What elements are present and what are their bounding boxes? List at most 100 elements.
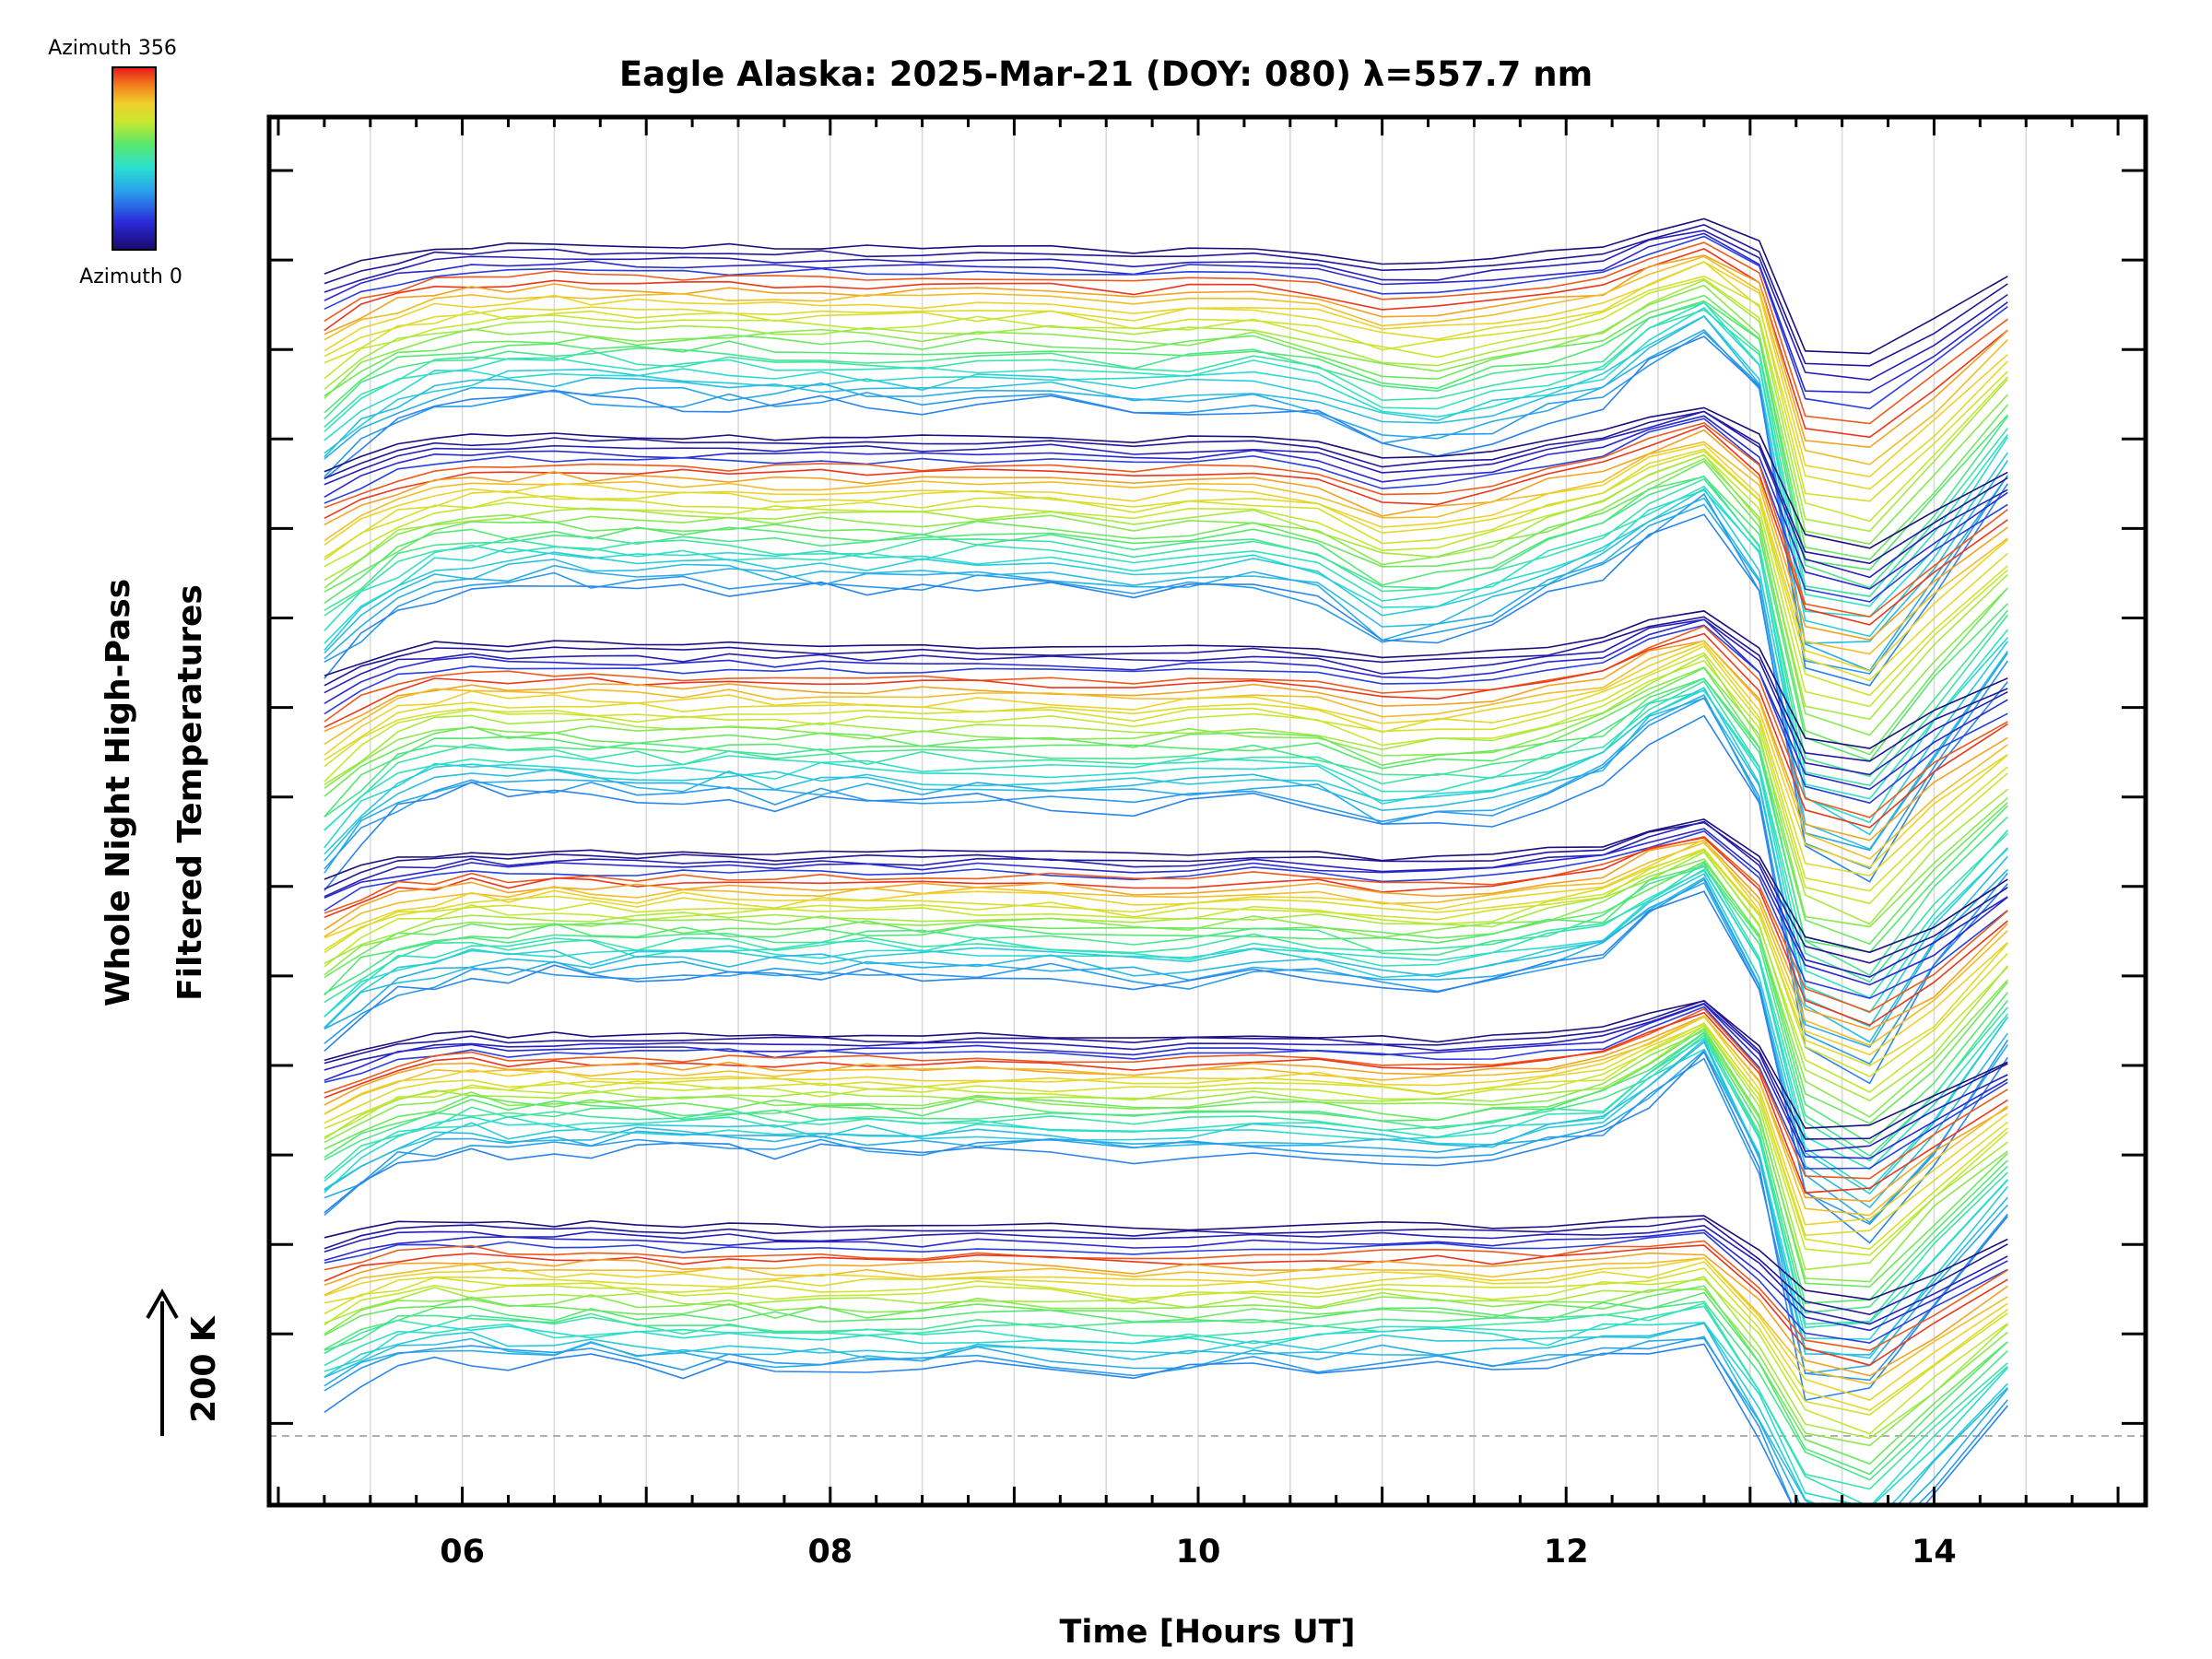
series-line bbox=[324, 820, 2008, 978]
series-line bbox=[324, 1291, 2008, 1476]
series-line bbox=[324, 714, 2008, 1085]
series-line bbox=[324, 632, 2008, 829]
series-line bbox=[324, 489, 2008, 824]
series-line bbox=[324, 1276, 2008, 1440]
series-group bbox=[324, 218, 2008, 1505]
series-line bbox=[324, 460, 2008, 756]
series-line bbox=[324, 1049, 2008, 1375]
series-line bbox=[324, 697, 2008, 1065]
series-line bbox=[324, 1252, 2008, 1377]
series-line bbox=[324, 665, 2008, 928]
series-line bbox=[324, 865, 2008, 1158]
series-line bbox=[324, 873, 2008, 1195]
series-line bbox=[324, 865, 2008, 1145]
series-line bbox=[324, 418, 2008, 603]
x-axis-label: Time [Hours UT] bbox=[1059, 1614, 1355, 1651]
series-line bbox=[324, 229, 2008, 382]
series-line bbox=[324, 1343, 2008, 1505]
series-line bbox=[324, 1322, 2008, 1505]
series-line bbox=[324, 659, 2008, 905]
series-line bbox=[324, 1278, 2008, 1435]
series-line bbox=[324, 1267, 2008, 1416]
series-line bbox=[324, 294, 2008, 560]
chart-title: Eagle Alaska: 2025-Mar-21 (DOY: 080) λ=5… bbox=[619, 54, 1593, 94]
series-line bbox=[324, 300, 2008, 571]
series-line bbox=[324, 277, 2008, 523]
series-line bbox=[324, 693, 2008, 1049]
series-line bbox=[324, 1231, 2008, 1344]
series-line bbox=[324, 642, 2008, 868]
series-line bbox=[324, 335, 2008, 687]
series-line bbox=[324, 1030, 2008, 1283]
series-line bbox=[324, 881, 2008, 1224]
series-line bbox=[324, 443, 2008, 673]
series-line bbox=[324, 235, 2008, 410]
series-line bbox=[324, 1031, 2008, 1325]
series-line bbox=[324, 315, 2008, 644]
series-line bbox=[324, 1015, 2008, 1203]
series-line bbox=[324, 254, 2008, 449]
series-line bbox=[324, 223, 2008, 367]
scale-bar: 200 K bbox=[146, 1288, 223, 1436]
series-line bbox=[324, 890, 2008, 1244]
series-line bbox=[324, 457, 2008, 736]
series-line bbox=[324, 1050, 2008, 1402]
series-line bbox=[324, 618, 2008, 776]
series-line bbox=[324, 1337, 2008, 1505]
series-line bbox=[324, 688, 2008, 1014]
series-line bbox=[324, 218, 2008, 355]
series-line bbox=[324, 441, 2008, 655]
series-line bbox=[324, 1011, 2008, 1194]
series-line bbox=[324, 488, 2008, 836]
plot-frame bbox=[266, 114, 2148, 1508]
series-line bbox=[324, 677, 2008, 977]
x-tick-label: 14 bbox=[1912, 1534, 1957, 1571]
series-line bbox=[324, 1015, 2008, 1226]
series-line bbox=[324, 640, 2008, 860]
series-line bbox=[324, 1031, 2008, 1304]
series-line bbox=[324, 232, 2008, 394]
series-line bbox=[324, 624, 2008, 805]
x-tick-labels: 06 08 10 12 14 bbox=[440, 1534, 1957, 1571]
series-line bbox=[324, 314, 2008, 638]
series-line bbox=[324, 687, 2008, 1028]
series-line bbox=[324, 858, 2008, 1118]
series-line bbox=[324, 306, 2008, 618]
series-line bbox=[324, 1215, 2008, 1300]
series-line bbox=[324, 1002, 2008, 1153]
x-tick-label: 06 bbox=[440, 1534, 485, 1571]
colorbar bbox=[112, 66, 157, 251]
series-line bbox=[324, 830, 2008, 999]
x-tick-label: 08 bbox=[807, 1534, 853, 1571]
series-line bbox=[324, 255, 2008, 465]
series-line bbox=[324, 1003, 2008, 1159]
series-line bbox=[324, 1218, 2008, 1316]
series-line bbox=[324, 1048, 2008, 1340]
series-line bbox=[324, 1016, 2008, 1217]
series-line bbox=[324, 309, 2008, 597]
series-line bbox=[324, 415, 2008, 590]
series-line bbox=[324, 477, 2008, 787]
series-line bbox=[324, 513, 2008, 883]
series-line bbox=[324, 284, 2008, 546]
series-line bbox=[324, 625, 2008, 818]
y-axis-label-line2: Filtered Temperatures bbox=[171, 584, 209, 1001]
series-line bbox=[324, 497, 2008, 851]
grid-lines bbox=[370, 117, 2028, 1505]
series-line bbox=[324, 424, 2008, 626]
series-line bbox=[324, 999, 2008, 1140]
series-line bbox=[324, 448, 2008, 682]
series-line bbox=[324, 453, 2008, 721]
series-line bbox=[324, 1057, 2008, 1382]
series-line bbox=[324, 1302, 2008, 1490]
y-axis-label-line1: Whole Night High-Pass bbox=[100, 579, 137, 1006]
series-line bbox=[324, 1257, 2008, 1385]
series-line bbox=[324, 422, 2008, 618]
series-line bbox=[324, 821, 2008, 964]
series-line bbox=[324, 610, 2008, 749]
scale-bar-arrow-head bbox=[146, 1288, 179, 1319]
series-line bbox=[324, 503, 2008, 852]
series-line bbox=[324, 410, 2008, 579]
series-line bbox=[324, 680, 2008, 983]
